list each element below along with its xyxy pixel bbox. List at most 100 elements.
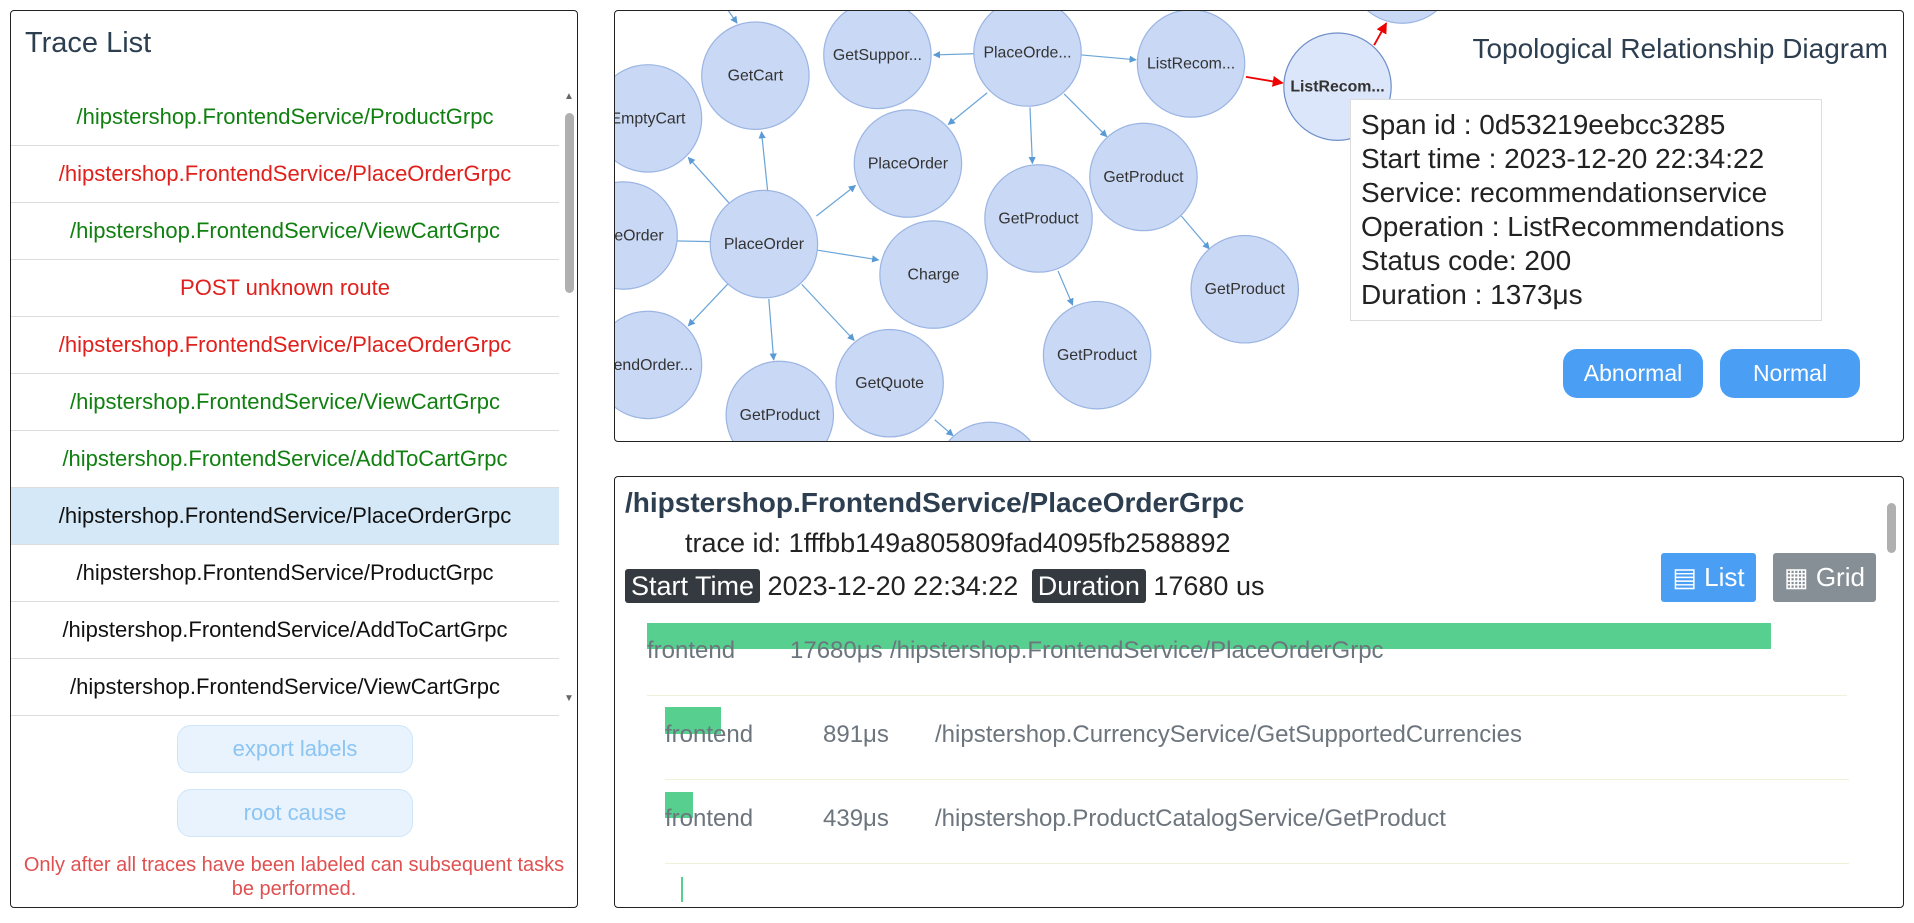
- root-cause-button[interactable]: root cause: [177, 789, 413, 837]
- list-label: List: [1704, 562, 1745, 592]
- highlight-edge: [1373, 22, 1388, 46]
- divider: [647, 695, 1847, 696]
- graph-node[interactable]: [936, 421, 1043, 442]
- trace-meta: Start Time 2023-12-20 22:34:22 Duration …: [625, 569, 1264, 603]
- node-label: SendOrder...: [615, 357, 693, 374]
- topology-graph: EmptyCart GetCart GetSuppor... PlaceOrde...…: [615, 11, 1455, 442]
- span-bar: [647, 623, 1771, 649]
- trace-item[interactable]: /hipstershop.FrontendService/ProductGrpc: [11, 545, 559, 602]
- graph-node[interactable]: [615, 310, 703, 420]
- grid-label: Grid: [1815, 562, 1865, 592]
- span-bar: [681, 877, 683, 902]
- tooltip-line: Span id : 0d53219eebcc3285: [1361, 109, 1726, 140]
- graph-node[interactable]: [853, 109, 963, 218]
- span-duration: 17680μs: [790, 637, 883, 664]
- list-view-button[interactable]: ▤ List: [1661, 553, 1756, 602]
- abnormal-button[interactable]: Abnormal: [1563, 349, 1703, 398]
- trace-id-label: trace id:: [685, 528, 782, 558]
- highlight-edge: [1245, 75, 1284, 87]
- graph-node[interactable]: [984, 164, 1093, 273]
- scroll-thumb[interactable]: [1887, 503, 1896, 553]
- duration-badge: Duration: [1031, 569, 1146, 603]
- trace-item[interactable]: /hipstershop.FrontendService/PlaceOrderG…: [11, 488, 559, 545]
- span-service: frontend: [647, 637, 736, 664]
- trace-item[interactable]: /hipstershop.FrontendService/ProductGrpc: [11, 89, 559, 146]
- grid-view-button[interactable]: ▦ Grid: [1773, 553, 1876, 602]
- edges: [652, 11, 1210, 437]
- span-operation: /hipstershop.FrontendService/PlaceOrderG…: [890, 637, 1384, 664]
- trace-detail-panel: /hipstershop.FrontendService/PlaceOrderG…: [614, 476, 1904, 908]
- node-label: Charge: [908, 266, 960, 283]
- node-label: GetCart: [728, 68, 784, 85]
- scroll-thumb[interactable]: [565, 113, 574, 293]
- span-bar: [665, 792, 693, 818]
- export-labels-button[interactable]: export labels: [177, 725, 413, 773]
- trace-item[interactable]: POST unknown route: [11, 260, 559, 317]
- node-label: PlaceOrder: [724, 236, 805, 253]
- node-label: PlaceOrder: [868, 155, 949, 172]
- graph-node[interactable]: [973, 11, 1082, 107]
- trace-list-panel: Trace List /hipstershop.FrontendService/…: [10, 10, 578, 908]
- graph-node[interactable]: [835, 328, 944, 438]
- node-label: EmptyCart: [615, 110, 686, 127]
- graph-node[interactable]: [615, 181, 678, 290]
- topology-panel: EmptyCart GetCart GetSuppor... PlaceOrde...…: [614, 10, 1904, 442]
- span-duration: 891μs: [823, 721, 889, 748]
- node-label: GetProduct: [740, 407, 821, 424]
- graph-node[interactable]: [615, 64, 703, 173]
- graph-node[interactable]: [1190, 234, 1300, 344]
- start-time: 2023-12-20 22:34:22: [767, 571, 1019, 601]
- node-label: GetProduct: [1057, 347, 1138, 364]
- divider: [665, 863, 1849, 864]
- node-label: GetProduct: [998, 210, 1079, 227]
- trace-item[interactable]: /hipstershop.FrontendService/ViewCartGrp…: [11, 659, 559, 716]
- graph-node[interactable]: [701, 21, 810, 130]
- graph-node[interactable]: [1136, 11, 1246, 118]
- span-operation: /hipstershop.CurrencyService/GetSupporte…: [935, 721, 1522, 748]
- node-label: GetQuote: [855, 375, 924, 392]
- nodes: EmptyCart GetCart GetSuppor... PlaceOrde...…: [615, 11, 1392, 442]
- start-time-badge: Start Time: [625, 569, 761, 603]
- graph-node[interactable]: [823, 11, 932, 110]
- span-tooltip: Span id : 0d53219eebcc3285 Start time : 2…: [1350, 99, 1822, 321]
- tooltip-line: Duration : 1373μs: [1361, 279, 1583, 310]
- trace-item[interactable]: /hipstershop.FrontendService/ViewCartGrp…: [11, 203, 559, 260]
- span-duration: 439μs: [823, 805, 889, 832]
- grid-icon: ▦: [1784, 562, 1816, 592]
- span-service: frontend: [665, 805, 754, 832]
- graph-node[interactable]: [725, 360, 835, 442]
- trace-item[interactable]: /hipstershop.FrontendService/ViewCartGrp…: [11, 374, 559, 431]
- scroll-down[interactable]: ▼: [564, 693, 574, 704]
- graph-node[interactable]: [1089, 122, 1198, 232]
- tooltip-line: Service: recommendationservice: [1361, 177, 1768, 208]
- tooltip-line: Status code: 200: [1361, 245, 1572, 276]
- span-bar: [665, 707, 721, 734]
- list-icon: ▤: [1672, 562, 1705, 592]
- span-service: frontend: [665, 721, 754, 748]
- trace-id: 1fffbb149a805809fad4095fb2588892: [788, 528, 1231, 558]
- tooltip-line: Start time : 2023-12-20 22:34:22: [1361, 143, 1765, 174]
- trace-item[interactable]: /hipstershop.FrontendService/AddToCartGr…: [11, 602, 559, 659]
- node-label: PlaceOrder: [615, 227, 664, 244]
- panel-title: Trace List: [25, 27, 152, 59]
- scroll-up[interactable]: ▲: [564, 91, 574, 102]
- trace-id-line: trace id: 1fffbb149a805809fad4095fb25888…: [685, 528, 1231, 559]
- graph-node[interactable]: [1348, 11, 1455, 24]
- graph-node[interactable]: [879, 220, 988, 329]
- node-label: ListRecom...: [1290, 79, 1384, 96]
- duration: 17680 us: [1153, 571, 1265, 601]
- trace-item[interactable]: /hipstershop.FrontendService/AddToCartGr…: [11, 431, 559, 488]
- divider: [665, 779, 1849, 780]
- trace-item[interactable]: /hipstershop.FrontendService/PlaceOrderG…: [11, 146, 559, 203]
- scrollbar[interactable]: ▲ ▼: [562, 89, 576, 709]
- trace-list: /hipstershop.FrontendService/ProductGrpc…: [11, 89, 559, 716]
- trace-item[interactable]: /hipstershop.FrontendService/PlaceOrderG…: [11, 317, 559, 374]
- span-operation: /hipstershop.ProductCatalogService/GetPr…: [935, 805, 1446, 832]
- panel-title: Topological Relationship Diagram: [1472, 33, 1888, 64]
- graph-node[interactable]: [709, 189, 819, 299]
- graph-node[interactable]: [1042, 300, 1152, 410]
- node-label: GetSuppor...: [833, 47, 922, 64]
- tooltip-line: Operation : ListRecommendations: [1361, 211, 1785, 242]
- normal-button[interactable]: Normal: [1720, 349, 1860, 398]
